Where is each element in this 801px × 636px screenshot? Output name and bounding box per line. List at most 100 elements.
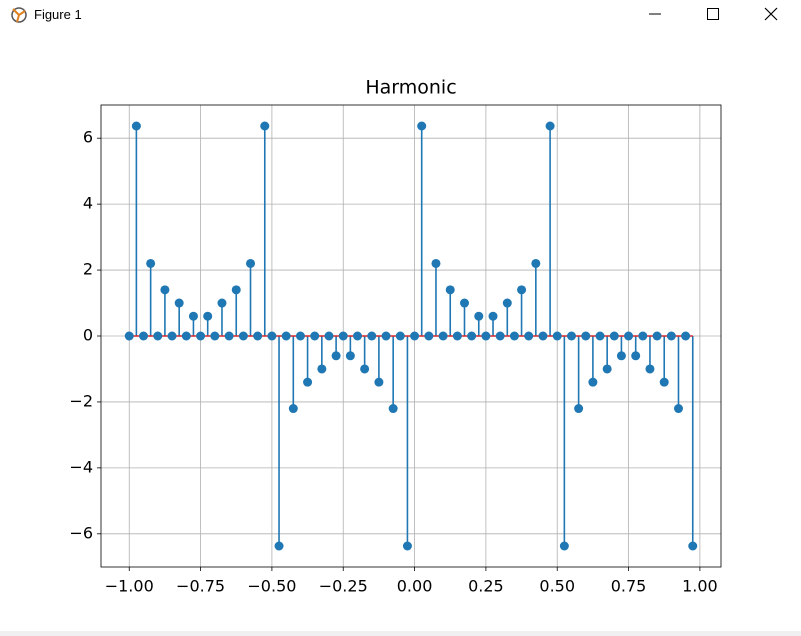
stem-marker (467, 331, 477, 341)
stem-marker (210, 331, 220, 341)
plot-frame (100, 104, 722, 568)
stem-marker (374, 377, 384, 387)
stem-marker (645, 364, 655, 374)
x-tick-label: 0.50 (539, 577, 575, 596)
stem-marker (174, 298, 184, 308)
stem-marker (224, 331, 234, 341)
stem-marker (509, 331, 519, 341)
stem-marker (666, 331, 676, 341)
stem-marker (188, 311, 198, 321)
stem-marker (139, 331, 149, 341)
y-tick-label: 2 (83, 260, 93, 279)
y-tick-label: 0 (83, 326, 93, 345)
stem-marker (638, 331, 648, 341)
stem-marker (631, 351, 641, 361)
y-tick-label: 6 (83, 128, 93, 147)
stem-marker (246, 258, 256, 268)
stem-marker (588, 377, 598, 387)
title-bar: Figure 1 (0, 0, 801, 30)
x-tick-label: −0.25 (319, 577, 368, 596)
stem-marker (538, 331, 548, 341)
chart: Harmonic −1.00 −0.75 −0.50 −0.25 0.00 0.25 0.5… (69, 77, 722, 596)
stem-marker (438, 331, 448, 341)
stem-marker (303, 377, 313, 387)
stem-marker (602, 364, 612, 374)
x-tick-label: 0.25 (468, 577, 504, 596)
stem-marker (360, 364, 370, 374)
stem-marker (281, 331, 291, 341)
window-title: Figure 1 (34, 7, 82, 22)
stem-marker (445, 285, 455, 295)
stem-marker (367, 331, 377, 341)
stem-marker (609, 331, 619, 341)
x-tick-label: 1.00 (682, 577, 718, 596)
y-tick-label: −6 (69, 523, 93, 542)
stem-marker (160, 285, 170, 295)
stem-marker (395, 331, 405, 341)
y-tick-label: −4 (69, 457, 93, 476)
maximize-button[interactable] (707, 8, 719, 20)
stem-marker (552, 331, 562, 341)
stem-marker (559, 541, 569, 551)
app-icon (11, 7, 27, 23)
stem-marker (495, 331, 505, 341)
x-tick-label: −1.00 (105, 577, 154, 596)
stem-marker (274, 541, 284, 551)
stem-marker (253, 331, 263, 341)
stem-marker (231, 285, 241, 295)
y-tick-label: −2 (69, 391, 93, 410)
stem-marker (153, 331, 163, 341)
stem-marker (196, 331, 206, 341)
stem-marker (338, 331, 348, 341)
stem-marker (524, 331, 534, 341)
stem-marker (260, 121, 270, 131)
stem-marker (424, 331, 434, 341)
stem-marker (295, 331, 305, 341)
stem-marker (502, 298, 512, 308)
stem-marker (410, 331, 420, 341)
stem-marker (146, 258, 156, 268)
stem-marker (474, 311, 484, 321)
stem-marker (238, 331, 248, 341)
stem-marker (581, 331, 591, 341)
stem-marker (574, 404, 584, 414)
window-controls[interactable] (631, 0, 801, 30)
status-strip (0, 631, 801, 636)
y-tick-label: 4 (83, 194, 93, 213)
stem-marker (217, 298, 227, 308)
stem-marker (652, 331, 662, 341)
close-button[interactable] (764, 7, 778, 21)
stem-marker (545, 121, 555, 131)
stem-marker (402, 541, 412, 551)
stem-marker (417, 121, 427, 131)
stem-marker (167, 331, 177, 341)
stem-marker (324, 331, 334, 341)
stem-marker (203, 311, 213, 321)
stem-marker (459, 298, 469, 308)
stem-marker (267, 331, 277, 341)
stem-marker (181, 331, 191, 341)
stem-marker (317, 364, 327, 374)
stem-marker (688, 541, 698, 551)
stem-marker (616, 351, 626, 361)
stem-marker (531, 258, 541, 268)
stem-marker (481, 331, 491, 341)
stem-marker (673, 404, 683, 414)
x-tick-label: −0.50 (247, 577, 296, 596)
stem-marker (310, 331, 320, 341)
x-tick-label: 0.75 (611, 577, 647, 596)
stem-marker (288, 404, 298, 414)
stem-marker (388, 404, 398, 414)
stem-marker (488, 311, 498, 321)
stem-marker (381, 331, 391, 341)
stem-marker (452, 331, 462, 341)
stem-marker (345, 351, 355, 361)
x-tick-label: −0.75 (176, 577, 225, 596)
stem-marker (331, 351, 341, 361)
stem-marker (353, 331, 363, 341)
stem-marker (131, 121, 141, 131)
chart-title: Harmonic (365, 77, 456, 99)
stem-marker (659, 377, 669, 387)
x-tick-label: 0.00 (397, 577, 433, 596)
stem-marker (431, 258, 441, 268)
